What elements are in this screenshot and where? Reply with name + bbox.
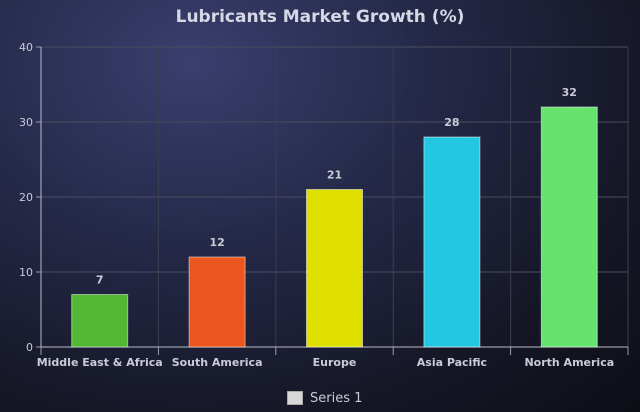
y-tick-label: 30	[19, 116, 33, 129]
chart-title: Lubricants Market Growth (%)	[175, 7, 465, 27]
x-tick-label: Europe	[313, 356, 357, 369]
x-tick-label: North America	[524, 356, 614, 369]
data-label: 28	[444, 116, 459, 129]
bar	[188, 256, 246, 348]
x-tick-label: South America	[172, 356, 263, 369]
data-label: 12	[209, 236, 224, 249]
bar	[71, 294, 129, 348]
y-tick-label: 20	[19, 191, 33, 204]
x-tick-label: Middle East & Africa	[37, 356, 163, 369]
legend-label: Series 1	[310, 390, 363, 406]
data-label: 7	[96, 274, 104, 287]
legend[interactable]: Series 1	[287, 390, 362, 406]
y-tick-label: 40	[19, 41, 33, 54]
data-label: 21	[327, 169, 342, 182]
bar	[423, 136, 481, 348]
bar	[306, 189, 363, 348]
bar	[540, 106, 598, 348]
data-label: 32	[562, 86, 577, 99]
y-tick-label: 10	[19, 266, 33, 279]
y-tick-label: 0	[26, 341, 33, 354]
x-tick-label: Asia Pacific	[417, 356, 487, 369]
legend-swatch	[287, 391, 303, 405]
